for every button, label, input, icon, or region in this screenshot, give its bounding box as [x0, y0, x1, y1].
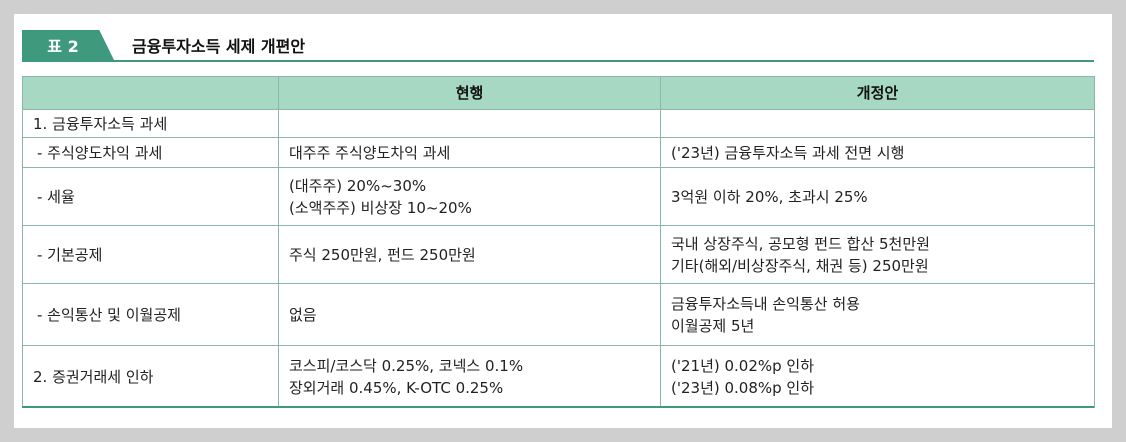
row-item: - 기본공제: [23, 226, 279, 284]
table-row: - 세율 (대주주) 20%~30% (소액주주) 비상장 10~20% 3억원…: [23, 168, 1095, 226]
row-item: - 주식양도차익 과세: [23, 138, 279, 168]
row-proposed: 금융투자소득내 손익통산 허용 이월공제 5년: [661, 284, 1095, 346]
cell-line: 대주주 주식양도차익 과세: [289, 142, 650, 164]
row-proposed: 국내 상장주식, 공모형 펀드 합산 5천만원 기타(해외/비상장주식, 채권 …: [661, 226, 1095, 284]
row-proposed: ('23년) 금융투자소득 과세 전면 시행: [661, 138, 1095, 168]
cell-line: ('23년) 금융투자소득 과세 전면 시행: [671, 142, 1084, 164]
row-item: 2. 증권거래세 인하: [23, 346, 279, 408]
row-item: 1. 금융투자소득 과세: [23, 110, 279, 138]
header-current: 현행: [279, 77, 661, 110]
top-rule: [22, 60, 1094, 62]
header-item: [23, 77, 279, 110]
row-item: - 세율: [23, 168, 279, 226]
row-current: [279, 110, 661, 138]
row-item: - 손익통산 및 이월공제: [23, 284, 279, 346]
table-row: - 기본공제 주식 250만원, 펀드 250만원 국내 상장주식, 공모형 펀…: [23, 226, 1095, 284]
cell-line: 없음: [289, 304, 650, 326]
table-row: 2. 증권거래세 인하 코스피/코스닥 0.25%, 코넥스 0.1% 장외거래…: [23, 346, 1095, 408]
table-row: - 손익통산 및 이월공제 없음 금융투자소득내 손익통산 허용 이월공제 5년: [23, 284, 1095, 346]
cell-line: ('21년) 0.02%p 인하: [671, 355, 1084, 377]
row-current: 대주주 주식양도차익 과세: [279, 138, 661, 168]
row-current: (대주주) 20%~30% (소액주주) 비상장 10~20%: [279, 168, 661, 226]
header-proposed: 개정안: [661, 77, 1095, 110]
cell-line: 이월공제 5년: [671, 315, 1084, 337]
row-current: 없음: [279, 284, 661, 346]
cell-line: ('23년) 0.08%p 인하: [671, 377, 1084, 399]
cell-line: 장외거래 0.45%, K-OTC 0.25%: [289, 377, 650, 399]
cell-line: 코스피/코스닥 0.25%, 코넥스 0.1%: [289, 355, 650, 377]
header-row: 현행 개정안: [23, 77, 1095, 110]
bottom-rule: [22, 406, 1094, 408]
row-proposed: ('21년) 0.02%p 인하 ('23년) 0.08%p 인하: [661, 346, 1095, 408]
table-row: - 주식양도차익 과세 대주주 주식양도차익 과세 ('23년) 금융투자소득 …: [23, 138, 1095, 168]
cell-line: 주식 250만원, 펀드 250만원: [289, 244, 650, 266]
cell-line: 금융투자소득내 손익통산 허용: [671, 293, 1084, 315]
cell-line: 기타(해외/비상장주식, 채권 등) 250만원: [671, 255, 1084, 277]
row-current: 코스피/코스닥 0.25%, 코넥스 0.1% 장외거래 0.45%, K-OT…: [279, 346, 661, 408]
table-row: 1. 금융투자소득 과세: [23, 110, 1095, 138]
table-number-tag: 표 2: [22, 30, 114, 60]
row-current: 주식 250만원, 펀드 250만원: [279, 226, 661, 284]
cell-line: (대주주) 20%~30%: [289, 175, 650, 197]
cell-line: 국내 상장주식, 공모형 펀드 합산 5천만원: [671, 233, 1084, 255]
row-proposed: [661, 110, 1095, 138]
cell-line: (소액주주) 비상장 10~20%: [289, 197, 650, 219]
document-panel: 표 2 금융투자소득 세제 개편안 현행 개정안 1. 금융투자소득 과세 - …: [14, 14, 1112, 428]
table-caption: 표 2 금융투자소득 세제 개편안: [22, 30, 305, 60]
row-proposed: 3억원 이하 20%, 초과시 25%: [661, 168, 1095, 226]
tax-reform-table: 현행 개정안 1. 금융투자소득 과세 - 주식양도차익 과세 대주주 주식양도…: [22, 76, 1095, 408]
cell-line: 3억원 이하 20%, 초과시 25%: [671, 186, 1084, 208]
table-title: 금융투자소득 세제 개편안: [132, 33, 305, 57]
